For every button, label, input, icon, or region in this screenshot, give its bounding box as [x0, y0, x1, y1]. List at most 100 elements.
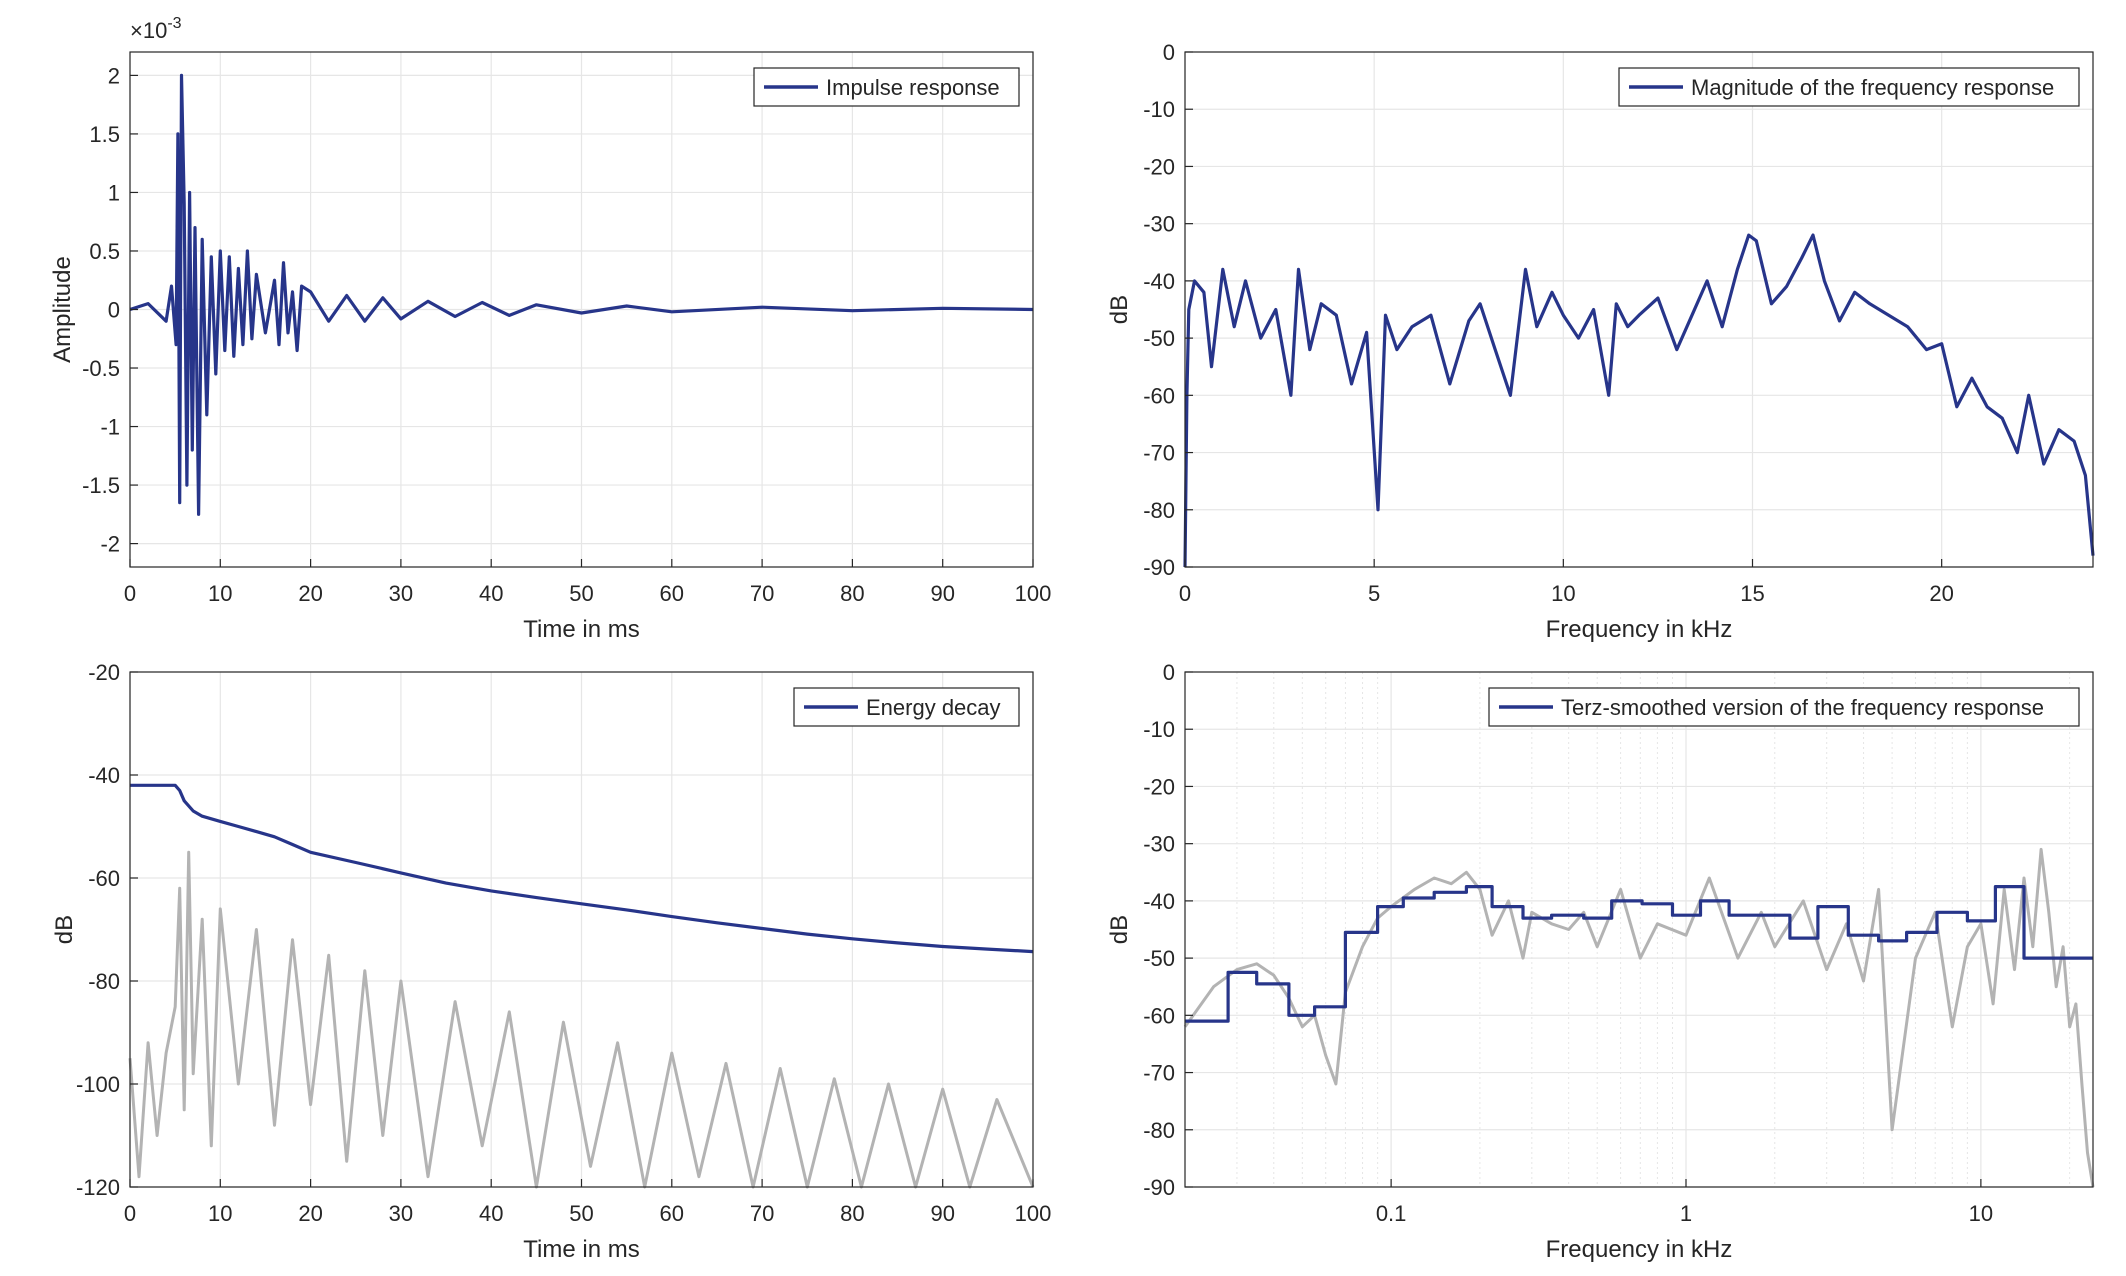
x-tick-label: 30 — [389, 581, 413, 606]
y-tick-label: -50 — [1143, 326, 1175, 351]
x-tick-label: 50 — [569, 1201, 593, 1226]
x-axis-label: Frequency in kHz — [1546, 616, 1733, 643]
y-tick-label: -80 — [1143, 1118, 1175, 1143]
y-tick-label: -20 — [1143, 774, 1175, 799]
y-tick-label: 1 — [108, 180, 120, 205]
series-line-0 — [129, 73, 1034, 516]
y-tick-label: -40 — [1143, 269, 1175, 294]
y-tick-label: -40 — [88, 763, 120, 788]
x-tick-label: 20 — [298, 581, 322, 606]
legend: Magnitude of the frequency response — [1618, 67, 2080, 107]
y-tick-label: -70 — [1143, 1061, 1175, 1086]
y-axis-label: dB — [1106, 915, 1133, 944]
series-line-1 — [130, 783, 1034, 954]
y-axis-ticks: 2 1.5 1 0.5 0 -0.5 -1 -1.5 -2 — [82, 63, 138, 557]
x-tick-label: 20 — [1929, 581, 1953, 606]
series-group — [128, 783, 1035, 1189]
y-tick-label: -10 — [1143, 717, 1175, 742]
plot-area — [1185, 672, 2093, 1187]
y-tick-label: 2 — [108, 63, 120, 88]
y-tick-label: 1.5 — [89, 122, 120, 147]
y-tick-label: -10 — [1143, 97, 1175, 122]
x-tick-label: 10 — [1551, 581, 1575, 606]
y-axis-label: dB — [1106, 295, 1133, 324]
x-tick-label: 10 — [1969, 1201, 1993, 1226]
y-tick-label: 0 — [108, 298, 120, 323]
y-tick-label: -30 — [1143, 832, 1175, 857]
y-tick-label: 0.5 — [89, 239, 120, 264]
x-tick-label: 70 — [750, 1201, 774, 1226]
x-tick-label: 0 — [1179, 581, 1191, 606]
legend-entry: Magnitude of the frequency response — [1691, 75, 2054, 100]
legend-entry: Impulse response — [826, 75, 1000, 100]
y-tick-label: -60 — [88, 866, 120, 891]
y-tick-label: -20 — [88, 660, 120, 685]
chart-energy: 0 10 20 30 40 50 60 70 80 90 100 -20 -40 -60 -80 -100 -1… — [51, 660, 1051, 1263]
series-group — [1183, 233, 2095, 568]
x-tick-label: 80 — [840, 581, 864, 606]
x-axis-label: Frequency in kHz — [1546, 1236, 1733, 1263]
y-tick-label: -1 — [100, 415, 120, 440]
legend: Impulse response — [753, 67, 1020, 107]
y-tick-label: 0 — [1163, 660, 1175, 685]
x-tick-label: 0 — [124, 1201, 136, 1226]
legend-entry: Energy decay — [866, 695, 1001, 720]
axes-frame — [1184, 671, 2094, 1188]
chart-magnitude: 0 5 10 15 20 0 -10 -20 -30 -40 -50 -60 -70 -80 -90 Freq… — [1106, 40, 2095, 643]
y-tick-label: -120 — [76, 1175, 120, 1200]
x-tick-label: 0 — [124, 581, 136, 606]
legend-box — [1618, 67, 2080, 107]
x-axis-ticks: 0 5 10 15 20 — [1179, 559, 1954, 606]
y-tick-label: 0 — [1163, 40, 1175, 65]
x-tick-label: 30 — [389, 1201, 413, 1226]
x-tick-label: 40 — [479, 581, 503, 606]
axes-frame — [1184, 51, 2094, 568]
y-axis-ticks: 0 -10 -20 -30 -40 -50 -60 -70 -80 -90 — [1143, 40, 1193, 580]
y-axis-ticks: -20 -40 -60 -80 -100 -120 — [76, 660, 138, 1200]
x-axis-ticks: 0.1 1 10 — [1376, 1179, 1993, 1226]
series-group — [129, 73, 1034, 516]
legend: Energy decay — [793, 687, 1020, 727]
x-tick-label: 10 — [208, 581, 232, 606]
x-tick-label: 15 — [1740, 581, 1764, 606]
exponent-power: -3 — [167, 15, 181, 32]
y-tick-label: -0.5 — [82, 356, 120, 381]
legend: Terz-smoothed version of the frequency r… — [1488, 687, 2080, 727]
x-tick-label: 90 — [930, 1201, 954, 1226]
y-axis-label: dB — [51, 915, 78, 944]
x-tick-label: 70 — [750, 581, 774, 606]
x-tick-label: 1 — [1680, 1201, 1692, 1226]
y-tick-label: -20 — [1143, 154, 1175, 179]
y-tick-label: -70 — [1143, 441, 1175, 466]
x-axis-ticks: 0 10 20 30 40 50 60 70 80 90 100 — [124, 559, 1051, 606]
x-tick-label: 100 — [1015, 581, 1052, 606]
series-line-1 — [1185, 884, 2093, 1023]
y-tick-label: -30 — [1143, 212, 1175, 237]
x-tick-label: 60 — [660, 1201, 684, 1226]
series-line-0 — [1183, 233, 2095, 568]
x-tick-label: 5 — [1368, 581, 1380, 606]
x-tick-label: 100 — [1015, 1201, 1052, 1226]
x-tick-label: 50 — [569, 581, 593, 606]
x-tick-label: 0.1 — [1376, 1201, 1407, 1226]
y-tick-label: -60 — [1143, 383, 1175, 408]
x-axis-label: Time in ms — [523, 1236, 639, 1263]
series-line-raw-0 — [128, 850, 1035, 1189]
y-tick-label: -90 — [1143, 555, 1175, 580]
y-tick-label: -80 — [88, 969, 120, 994]
y-tick-label: -60 — [1143, 1003, 1175, 1028]
y-axis-ticks: 0 -10 -20 -30 -40 -50 -60 -70 -80 -90 — [1143, 660, 1193, 1200]
x-tick-label: 40 — [479, 1201, 503, 1226]
y-tick-label: -100 — [76, 1072, 120, 1097]
x-tick-label: 90 — [930, 581, 954, 606]
y-tick-label: -80 — [1143, 498, 1175, 523]
y-tick-label: -50 — [1143, 946, 1175, 971]
x-tick-label: 20 — [298, 1201, 322, 1226]
y-tick-label: -2 — [100, 532, 120, 557]
legend-entry: Terz-smoothed version of the frequency r… — [1561, 695, 2044, 720]
y-axis-label: Amplitude — [49, 256, 76, 363]
x-axis-label: Time in ms — [523, 616, 639, 643]
x-tick-label: 60 — [660, 581, 684, 606]
y-tick-label: -90 — [1143, 1175, 1175, 1200]
